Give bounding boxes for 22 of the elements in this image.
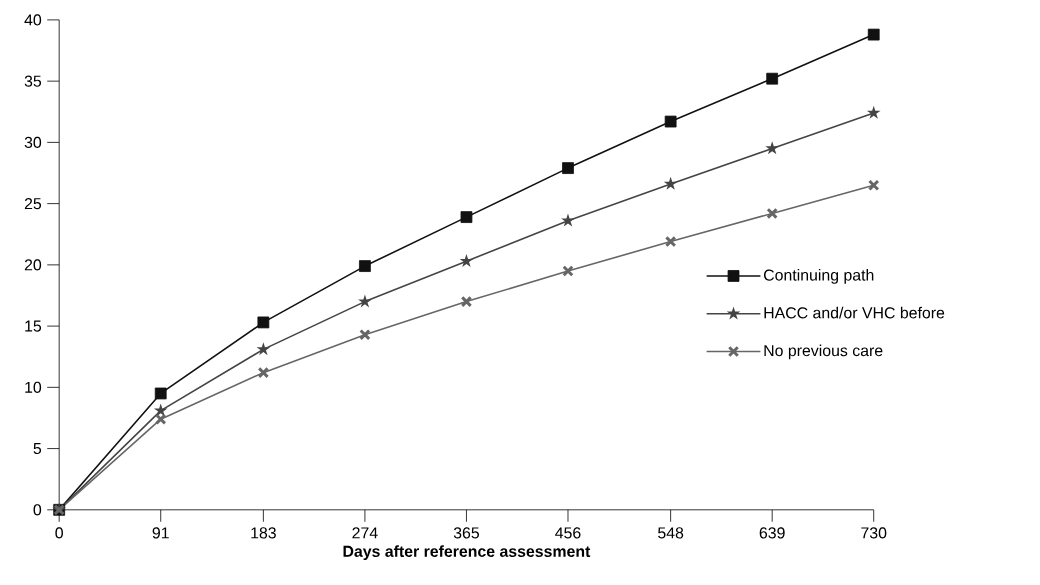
y-tick-label: 0	[33, 504, 42, 516]
x-tick-label: 91	[152, 527, 169, 539]
y-tick-label: 30	[24, 137, 42, 149]
y-tick-label: 10	[25, 381, 42, 394]
x-tick-label: 365	[453, 527, 480, 539]
y-tick-label: 40	[24, 14, 42, 26]
y-tick-label: 25	[24, 198, 42, 210]
legend-label: HACC and/or VHC before	[764, 307, 945, 319]
y-tick-label: 35	[24, 75, 42, 88]
y-tick-label: 20	[24, 259, 42, 271]
legend-label: Continuing path	[763, 269, 874, 285]
x-tick-label: 183	[251, 527, 276, 539]
x-tick-label: 456	[555, 527, 581, 539]
x-tick-label: 730	[861, 527, 887, 539]
y-tick-label: 15	[25, 320, 42, 332]
x-tick-label: 548	[658, 527, 684, 539]
x-tick-label: 274	[352, 527, 378, 539]
legend-label: No previous care	[764, 344, 883, 360]
x-axis-title: Days after reference assessment	[343, 545, 591, 561]
x-tick-label: 0	[55, 527, 63, 539]
y-tick-label: 5	[33, 443, 42, 455]
x-tick-label: 639	[759, 527, 785, 539]
